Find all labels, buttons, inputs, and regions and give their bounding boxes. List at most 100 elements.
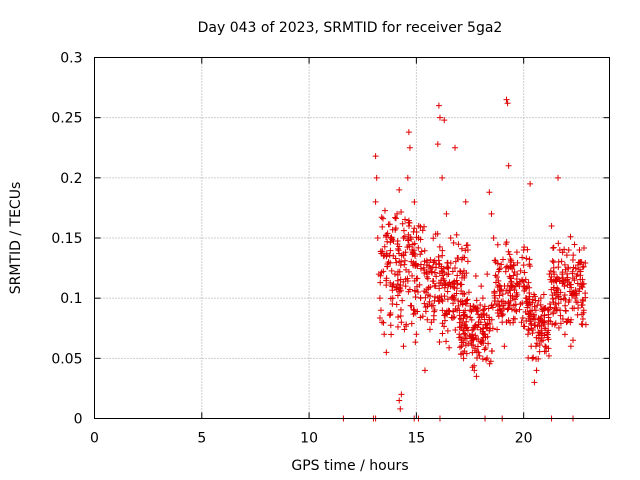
data-point	[471, 362, 478, 369]
data-point	[398, 252, 405, 259]
data-point	[506, 273, 513, 280]
x-tick-label: 5	[197, 431, 206, 447]
data-point	[424, 303, 431, 310]
data-point	[526, 256, 533, 263]
data-point	[465, 340, 472, 347]
data-point	[429, 264, 436, 271]
data-point	[409, 272, 416, 279]
data-point	[493, 301, 500, 308]
data-point	[412, 293, 419, 300]
data-point	[549, 257, 556, 264]
data-point	[444, 296, 451, 303]
data-point	[569, 305, 576, 312]
data-point	[545, 352, 552, 359]
data-point	[372, 153, 379, 160]
data-point	[457, 298, 464, 305]
data-point	[394, 238, 401, 245]
data-point	[445, 281, 452, 288]
data-point	[534, 340, 541, 347]
data-point	[475, 321, 482, 328]
data-point	[559, 274, 566, 281]
data-point	[406, 243, 413, 250]
data-point	[538, 305, 545, 312]
data-point	[535, 355, 542, 362]
data-point	[577, 272, 584, 279]
data-point	[462, 307, 469, 314]
data-point	[519, 299, 526, 306]
data-point	[495, 313, 502, 320]
data-point	[464, 258, 471, 265]
data-point	[394, 272, 401, 279]
data-point	[486, 327, 493, 334]
data-point	[416, 281, 423, 288]
data-point	[483, 324, 490, 331]
data-point	[576, 259, 583, 266]
data-point	[389, 283, 396, 290]
data-point	[567, 343, 574, 350]
data-point	[378, 214, 385, 221]
data-point	[578, 320, 585, 327]
data-point	[380, 319, 387, 326]
data-point	[580, 298, 587, 305]
data-point	[455, 255, 462, 262]
data-point	[498, 261, 505, 268]
data-point	[504, 306, 511, 313]
data-point	[503, 96, 510, 103]
data-point	[405, 288, 412, 295]
data-point	[580, 263, 587, 270]
data-point	[508, 283, 515, 290]
data-point	[425, 292, 432, 299]
data-point	[460, 355, 467, 362]
data-point	[546, 301, 553, 308]
data-point	[507, 292, 514, 299]
data-point	[559, 280, 566, 287]
data-point	[488, 302, 495, 309]
data-point	[549, 244, 556, 251]
data-point	[387, 295, 394, 302]
data-point	[409, 241, 416, 248]
data-point	[559, 269, 566, 276]
data-point	[463, 325, 470, 332]
data-point	[499, 291, 506, 298]
data-point	[527, 263, 534, 270]
data-point	[461, 272, 468, 279]
data-point	[417, 265, 424, 272]
data-point	[476, 352, 483, 359]
data-point	[554, 285, 561, 292]
data-point	[393, 284, 400, 291]
grid-lines	[94, 57, 610, 419]
data-point	[396, 268, 403, 275]
data-point	[426, 298, 433, 305]
data-point	[479, 328, 486, 335]
data-point	[396, 258, 403, 265]
data-point	[469, 349, 476, 356]
data-point	[462, 247, 469, 254]
data-point	[435, 253, 442, 260]
data-point	[443, 210, 450, 217]
data-point	[576, 247, 583, 254]
data-point	[454, 272, 461, 279]
data-point	[376, 314, 383, 321]
x-tick-label: 10	[300, 431, 318, 447]
data-point	[538, 313, 545, 320]
data-point	[431, 297, 438, 304]
data-point	[424, 316, 431, 323]
data-point	[486, 189, 493, 196]
data-point	[496, 303, 503, 310]
data-point	[455, 241, 462, 248]
data-point	[539, 306, 546, 313]
data-point	[374, 235, 381, 241]
data-point	[388, 234, 395, 241]
data-point	[436, 243, 443, 250]
data-point	[574, 280, 581, 287]
data-point	[456, 319, 463, 326]
data-point	[450, 239, 457, 246]
data-point	[548, 286, 555, 293]
data-point	[392, 255, 399, 262]
data-point	[574, 311, 581, 318]
data-point	[508, 257, 515, 264]
data-point	[439, 174, 446, 181]
data-point	[436, 338, 443, 345]
data-point	[533, 367, 540, 374]
data-point	[451, 264, 458, 271]
